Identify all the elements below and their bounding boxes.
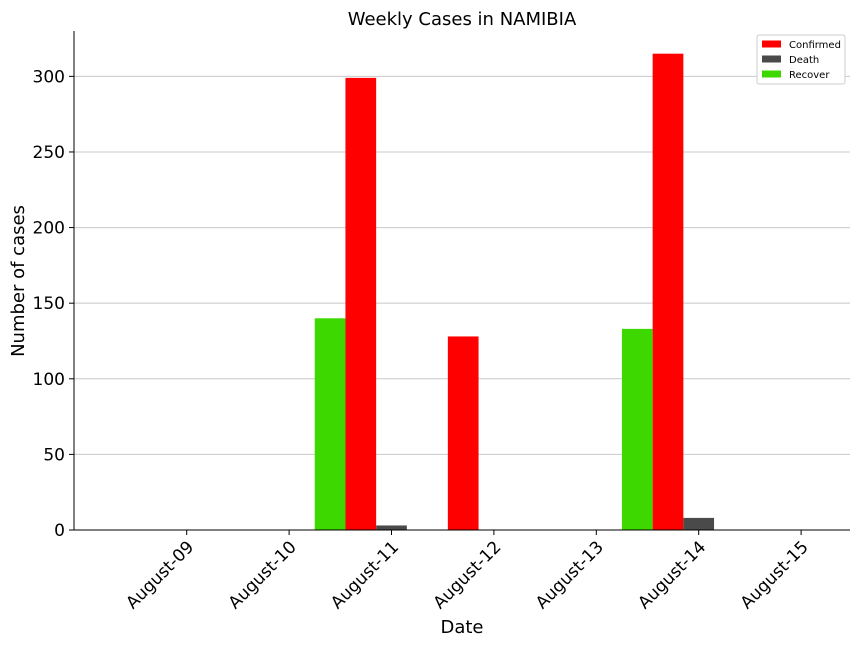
bar-confirmed-august-11 [345,77,377,530]
bar-death-august-14 [683,517,715,530]
y-axis-title: Number of cases [8,205,29,357]
legend-label-confirmed: Confirmed [789,40,841,51]
legend-swatch-confirmed [762,40,781,48]
bar-confirmed-august-12 [447,336,479,530]
y-tick-label-300: 300 [33,67,65,87]
bar-recover-august-11 [314,318,346,530]
y-tick-label-0: 0 [54,521,65,541]
bar-death-august-11 [376,525,407,530]
legend-label-recover: Recover [789,70,830,81]
x-tick-label-august-13: August-13 [532,537,608,613]
y-tick-label-100: 100 [33,370,65,390]
y-tick-label-250: 250 [33,143,65,163]
axes [73,31,850,531]
gridlines [74,75,850,455]
chart-title: Weekly Cases in NAMIBIA [348,9,577,30]
legend-swatch-death [762,55,781,63]
x-tick-label-august-12: August-12 [430,537,506,613]
x-tick-label-august-10: August-10 [225,537,301,613]
legend-label-death: Death [789,55,819,66]
legend-swatch-recover [762,70,781,78]
legend: Confirmed Death Recover [756,34,846,85]
y-tick-label-200: 200 [33,219,65,239]
y-tick-label-50: 50 [43,445,65,465]
x-axis-title: Date [440,617,483,638]
bar-recover-august-14 [621,328,653,530]
x-tick-label-august-11: August-11 [327,537,403,613]
x-tick-label-august-14: August-14 [634,537,710,613]
x-tick-label-august-15: August-15 [737,537,813,613]
y-ticks: 0 50 100 150 200 250 300 [33,67,74,541]
bar-confirmed-august-14 [652,53,684,530]
x-tick-label-august-09: August-09 [122,537,198,613]
x-ticks: August-09 August-10 August-11 August-12 Augu… [122,530,813,613]
bars [314,53,715,530]
y-tick-label-150: 150 [33,294,65,314]
